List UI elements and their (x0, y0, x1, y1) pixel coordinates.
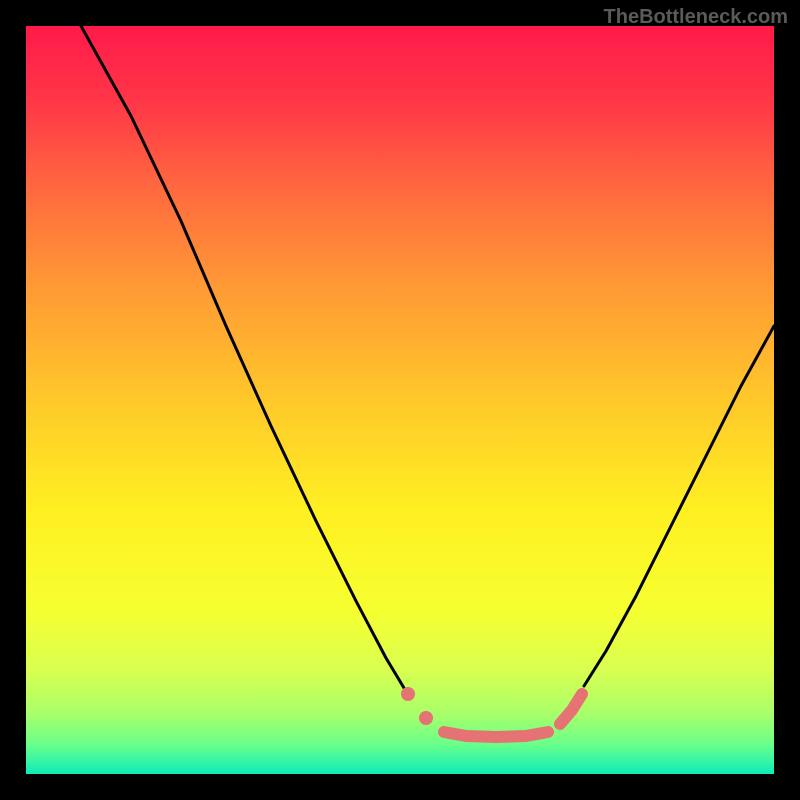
bottom-marker-tail (560, 694, 582, 724)
bottom-marker-dots (401, 687, 433, 725)
watermark-text: TheBottleneck.com (604, 6, 788, 29)
curve-left-line (81, 26, 404, 688)
chart-plot-area (26, 26, 774, 774)
chart-curves (26, 26, 774, 774)
curve-right-line (584, 326, 774, 686)
bottom-marker-flat (444, 732, 548, 737)
